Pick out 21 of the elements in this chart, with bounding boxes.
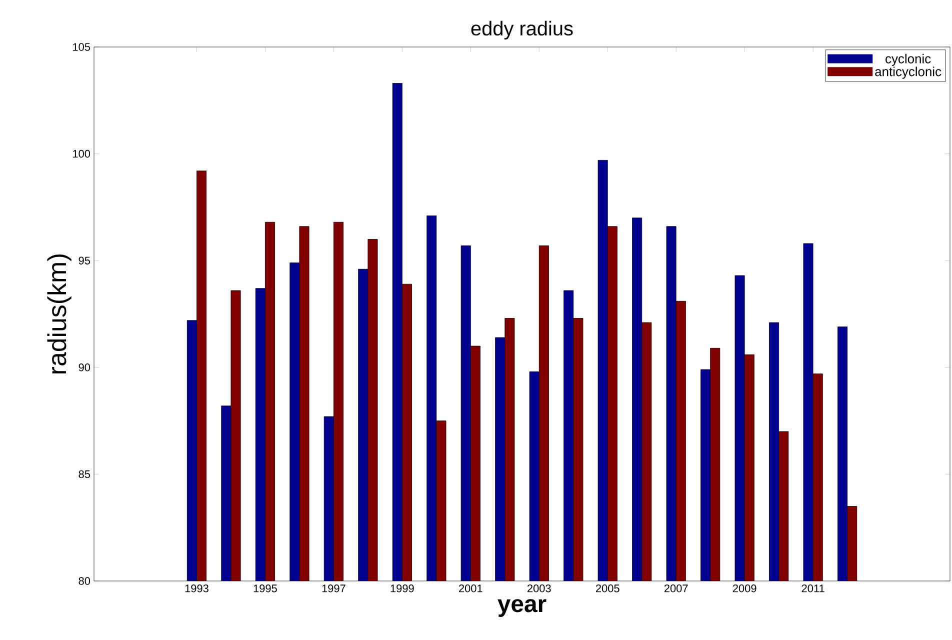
x-tick-label: 2005 <box>596 584 620 592</box>
x-tick-label: 2003 <box>527 584 551 592</box>
legend-label: cyclonic <box>886 54 931 66</box>
x-axis-title: year <box>498 599 546 617</box>
x-tick-label: 2009 <box>732 584 756 592</box>
x-tick-label: 2011 <box>802 584 824 592</box>
x-tick-label: 2007 <box>664 584 688 592</box>
y-tick-label: 100 <box>73 150 90 158</box>
y-tick-label: 95 <box>78 256 90 264</box>
x-tick-label: 1995 <box>254 584 277 592</box>
chart-title: eddy radius <box>471 20 573 40</box>
x-tick-label: 1997 <box>322 584 346 592</box>
x-tick-label: 2001 <box>459 584 482 592</box>
y-tick-label: 90 <box>78 364 90 372</box>
y-axis-title: radius(km) <box>47 254 72 374</box>
y-tick-label: 80 <box>78 577 90 585</box>
x-tick-label: 1999 <box>390 584 414 592</box>
y-tick-label: 85 <box>78 470 90 478</box>
y-tick-label: 105 <box>73 43 90 51</box>
x-tick-label: 1993 <box>185 584 208 592</box>
legend-label: anticyclonic <box>875 66 942 79</box>
